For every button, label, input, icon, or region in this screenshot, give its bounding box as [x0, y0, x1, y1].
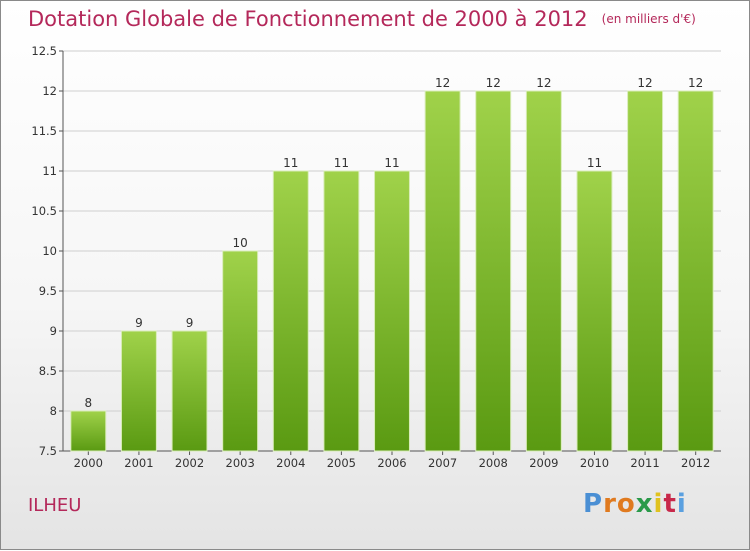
data-label-2007: 12: [435, 76, 450, 90]
data-label-2010: 11: [587, 156, 602, 170]
bar-2009: [525, 90, 562, 452]
title-text: Dotation Globale de Fonctionnement de 20…: [28, 7, 588, 31]
data-label-2005: 11: [334, 156, 349, 170]
bar-2000: [70, 410, 107, 452]
logo-letter: P: [583, 489, 604, 519]
bar-2003: [222, 250, 259, 452]
y-tick-label: 12: [42, 84, 57, 98]
data-label-2003: 10: [233, 236, 248, 250]
data-label-2009: 12: [536, 76, 551, 90]
title-unit: (en milliers d'€): [601, 12, 696, 26]
bar-2002: [171, 330, 208, 452]
x-tick-label-2007: 2007: [428, 456, 457, 470]
y-tick-label: 11: [42, 164, 57, 178]
data-label-2002: 9: [186, 316, 194, 330]
logo-letter: i: [653, 489, 664, 519]
data-label-2011: 12: [637, 76, 652, 90]
x-tick-label-2000: 2000: [74, 456, 103, 470]
data-label-2012: 12: [688, 76, 703, 90]
data-label-2001: 9: [135, 316, 143, 330]
data-label-2000: 8: [84, 396, 92, 410]
data-label-2006: 11: [384, 156, 399, 170]
chart-title: Dotation Globale de Fonctionnement de 20…: [28, 7, 696, 31]
x-tick-label-2010: 2010: [580, 456, 609, 470]
y-tick-label: 8: [50, 404, 57, 418]
logo-letter: o: [616, 489, 636, 519]
y-tick-label: 8.5: [39, 364, 57, 378]
commune-name: ILHEU: [28, 495, 82, 516]
logo-letter: r: [603, 489, 617, 519]
bar-2011: [627, 90, 664, 452]
proxiti-logo: Proxiti: [583, 489, 687, 519]
x-tick-label-2006: 2006: [377, 456, 406, 470]
bar-2006: [374, 170, 410, 452]
x-tick-label-2001: 2001: [124, 456, 153, 470]
y-tick-label: 10.5: [31, 204, 57, 218]
bar-2010: [576, 170, 613, 452]
bar-2005: [323, 170, 360, 452]
x-tick-label-2012: 2012: [681, 456, 710, 470]
y-tick-label: 12.5: [31, 44, 57, 58]
x-tick-label-2011: 2011: [630, 456, 659, 470]
x-tick-label-2003: 2003: [226, 456, 255, 470]
y-tick-label: 9: [50, 324, 57, 338]
x-tick-label-2008: 2008: [479, 456, 508, 470]
y-tick-label: 11.5: [31, 124, 57, 138]
bar-2007: [424, 90, 461, 452]
bar-2008: [475, 90, 512, 452]
bar-2004: [272, 170, 309, 452]
x-tick-label-2009: 2009: [529, 456, 558, 470]
data-label-2008: 12: [486, 76, 501, 90]
x-tick-label-2005: 2005: [327, 456, 356, 470]
y-tick-label: 10: [42, 244, 57, 258]
y-tick-label: 7.5: [39, 444, 57, 458]
y-tick-label: 9.5: [39, 284, 57, 298]
x-tick-label-2004: 2004: [276, 456, 305, 470]
data-label-2004: 11: [283, 156, 298, 170]
bar-2001: [120, 330, 157, 452]
bar-2012: [677, 90, 714, 452]
logo-letter: i: [676, 489, 687, 519]
logo-letter: x: [635, 489, 654, 519]
x-tick-label-2002: 2002: [175, 456, 204, 470]
logo-letter: t: [663, 489, 677, 519]
